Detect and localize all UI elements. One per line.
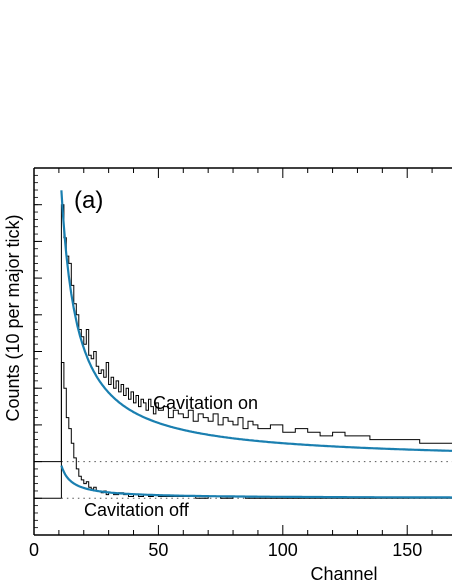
- cavitation-on-histogram: [60, 204, 452, 462]
- x-tick-label: 150: [392, 540, 422, 560]
- x-tick-label: 100: [268, 540, 298, 560]
- annotation-cavitation-off: Cavitation off: [84, 500, 190, 520]
- panel-label: (a): [74, 187, 103, 214]
- baselines: [34, 461, 452, 499]
- cavitation-off-histogram: [60, 362, 452, 499]
- x-axis-label: Channel: [310, 564, 377, 584]
- cavitation-off-fit-curve: [60, 465, 452, 499]
- histograms: [60, 204, 452, 499]
- x-tick-label: 50: [148, 540, 168, 560]
- fit-curves: [60, 190, 452, 499]
- cavitation-on-fit-curve: [60, 190, 452, 452]
- annotation-cavitation-on: Cavitation on: [153, 393, 258, 413]
- ticks: 0 50 100 150: [29, 167, 433, 560]
- x-tick-label: 0: [29, 540, 39, 560]
- y-axis-label: Counts (10 per major tick): [3, 214, 23, 421]
